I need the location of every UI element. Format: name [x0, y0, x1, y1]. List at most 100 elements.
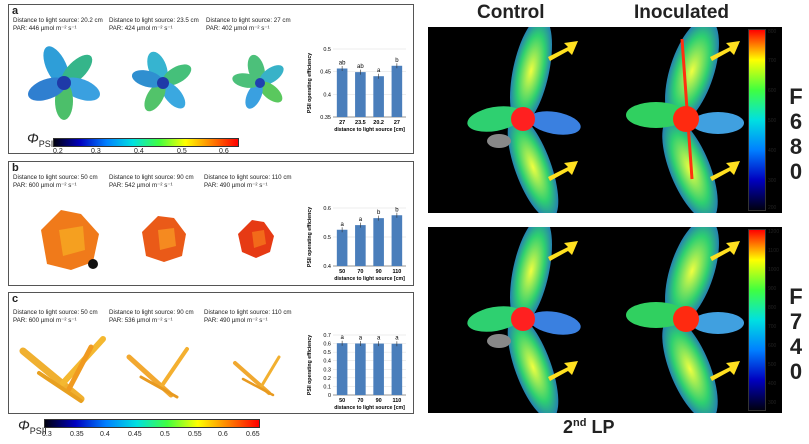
bar — [391, 215, 403, 266]
scale-tick: 300 — [768, 400, 777, 406]
y-tick-label: 0 — [328, 393, 331, 399]
phi-psii-label: ΦPSII — [27, 130, 56, 149]
plant-image — [27, 46, 101, 120]
plant-image — [131, 51, 192, 112]
scale-tick: 1100 — [768, 248, 779, 254]
x-tick-label: 90 — [376, 398, 382, 404]
scale-tick: 700 — [768, 324, 777, 330]
x-tick-label: 20.2 — [373, 120, 384, 126]
panel-label: b — [12, 162, 19, 174]
x-tick-label: 90 — [376, 269, 382, 275]
color-scale-bar — [44, 419, 260, 428]
x-tick-label: 27 — [394, 120, 400, 126]
significance-letter: a — [395, 336, 399, 342]
color-scale-bar — [53, 138, 239, 147]
color-scale-f740 — [748, 229, 766, 411]
panel-c: c Distance to light source: 50 cm PAR: 60… — [8, 292, 414, 414]
scale-tick: 300 — [768, 178, 777, 184]
bar — [391, 343, 403, 395]
bar — [373, 218, 384, 266]
scale-tick: 0.5 — [160, 431, 170, 438]
scale-tick: 400 — [768, 148, 777, 154]
scale-tick: 0.2 — [53, 148, 63, 155]
y-tick-label: 0.45 — [320, 70, 331, 76]
cell-text: Distance to light source: 90 cm PAR: 542 … — [109, 174, 194, 190]
x-axis-label: distance to light source [cm] — [334, 127, 405, 133]
plant-image — [238, 220, 274, 258]
scale-tick: 0.6 — [218, 431, 228, 438]
bar-chart-c: PSII operating efficiency 0 0.1 0.2 0.3 0.4 0.… — [307, 333, 406, 411]
scale-tick: 500 — [768, 362, 777, 368]
scale-tick: 0.4 — [134, 148, 144, 155]
significance-letter: a — [340, 222, 344, 228]
cell-text: Distance to light source: 50 cm PAR: 600 … — [13, 174, 98, 190]
y-tick-label: 0.1 — [323, 384, 331, 390]
y-tick-label: 0.35 — [320, 115, 331, 121]
plant-image — [232, 54, 284, 109]
panel-a: a Distance to light source: 20.2 cm PAR: … — [8, 4, 414, 155]
significance-letter: a — [359, 217, 363, 223]
scale-tick: 0.45 — [128, 431, 142, 438]
significance-letter: ab — [357, 64, 364, 70]
phi-psii-label: ΦPSII — [18, 417, 47, 436]
plant-image — [19, 336, 106, 403]
significance-letter: a — [377, 68, 381, 74]
plant-image — [126, 347, 189, 399]
scale-tick: 0.35 — [70, 431, 84, 438]
cell-text: Distance to light source: 27 cm PAR: 402 … — [206, 17, 291, 33]
x-tick-label: 23.5 — [355, 120, 366, 126]
bar — [336, 68, 348, 117]
y-axis-label: PSII operating efficiency — [307, 335, 313, 395]
significance-letter: ab — [339, 60, 346, 66]
footer-label: 2nd LP — [563, 417, 615, 437]
scale-tick: 1000 — [768, 267, 780, 273]
scale-tick: 800 — [768, 29, 777, 35]
scale-tick: 0.3 — [91, 148, 101, 155]
scale-tick: 0.6 — [219, 148, 229, 155]
scale-tick: 0.4 — [100, 431, 110, 438]
y-tick-label: 0.5 — [323, 235, 331, 241]
y-tick-label: 0.5 — [323, 47, 331, 53]
significance-letter: a — [340, 335, 344, 341]
y-tick-label: 0.2 — [323, 376, 331, 382]
scale-tick: 900 — [768, 286, 777, 292]
scale-tick: 200 — [768, 205, 777, 211]
significance-letter: a — [359, 335, 363, 341]
x-tick-label: 50 — [339, 269, 345, 275]
x-tick-label: 70 — [357, 269, 363, 275]
cell-text: Distance to light source: 90 cm PAR: 536 … — [109, 309, 194, 325]
y-tick-label: 0.7 — [323, 333, 331, 339]
x-axis-label: distance to light source [cm] — [334, 276, 405, 282]
panel-label: a — [12, 5, 19, 17]
x-tick-label: 110 — [392, 398, 401, 404]
scale-tick: 0.65 — [246, 431, 260, 438]
scale-tick: 600 — [768, 343, 777, 349]
cell-text: Distance to light source: 20.2 cm PAR: 44… — [13, 17, 103, 33]
header-inoculated: Inoculated — [634, 2, 730, 23]
bar — [373, 343, 384, 395]
scale-tick: 0.5 — [177, 148, 187, 155]
cell-text: Distance to light source: 110 cm PAR: 490… — [204, 174, 292, 190]
cell-text: Distance to light source: 23.5 cm PAR: 42… — [109, 17, 199, 33]
y-axis-label: PSII operating efficiency — [307, 53, 313, 113]
scale-tick: 700 — [768, 58, 777, 64]
y-tick-label: 0.6 — [323, 206, 331, 212]
bar — [355, 225, 366, 266]
y-tick-label: 0.4 — [323, 359, 331, 365]
y-tick-label: 0.4 — [323, 92, 331, 98]
bar — [355, 343, 366, 395]
color-scale-f680 — [748, 29, 766, 211]
bar — [336, 343, 348, 395]
y-tick-label: 0.5 — [323, 350, 331, 356]
cell-text: Distance to light source: 110 cm PAR: 490… — [204, 309, 292, 325]
scale-tick: 0.55 — [188, 431, 202, 438]
header-control: Control — [477, 2, 545, 23]
scale-tick: 600 — [768, 88, 777, 94]
scale-tick: 1200 — [768, 229, 780, 235]
x-tick-label: 110 — [392, 269, 401, 275]
y-tick-label: 0.3 — [323, 367, 331, 373]
x-axis-label: distance to light source [cm] — [334, 405, 405, 411]
y-axis-label: PSII operating efficiency — [307, 207, 313, 267]
thermal-image-f680 — [428, 27, 782, 213]
